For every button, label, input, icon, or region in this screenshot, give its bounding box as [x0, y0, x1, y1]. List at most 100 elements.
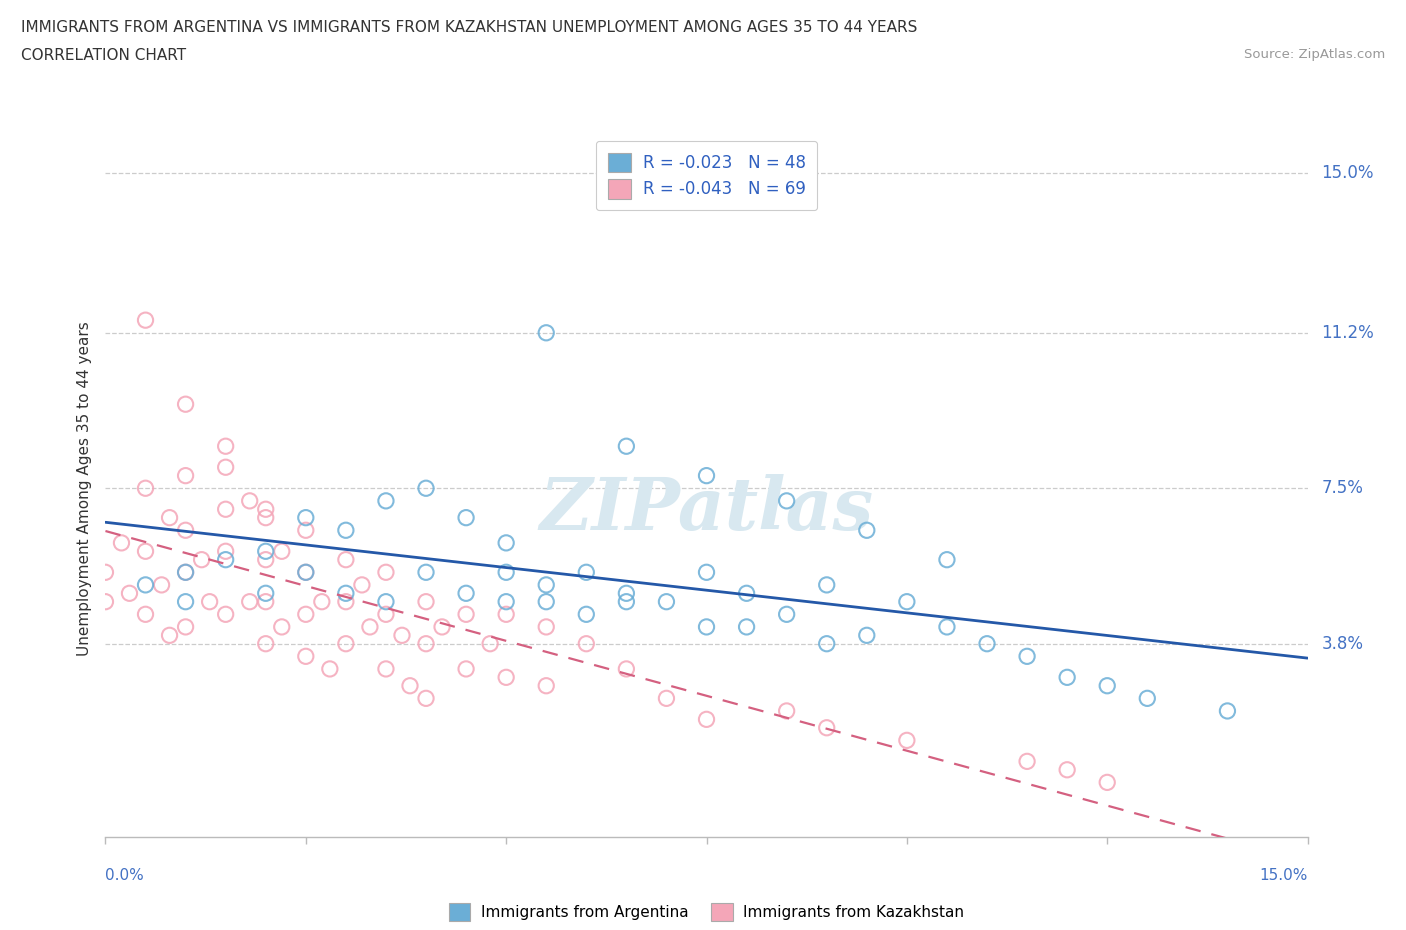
- Legend: Immigrants from Argentina, Immigrants from Kazakhstan: Immigrants from Argentina, Immigrants fr…: [443, 897, 970, 927]
- Point: [815, 721, 838, 736]
- Point: [534, 619, 557, 634]
- Point: [214, 459, 236, 474]
- Point: [198, 594, 221, 609]
- Point: [415, 636, 437, 651]
- Y-axis label: Unemployment Among Ages 35 to 44 years: Unemployment Among Ages 35 to 44 years: [77, 321, 93, 656]
- Point: [415, 565, 437, 579]
- Point: [575, 636, 598, 651]
- Point: [534, 594, 557, 609]
- Point: [430, 619, 453, 634]
- Point: [239, 494, 262, 509]
- Point: [374, 565, 398, 579]
- Text: 3.8%: 3.8%: [1322, 634, 1364, 653]
- Point: [454, 586, 477, 601]
- Point: [696, 619, 718, 634]
- Point: [135, 481, 157, 496]
- Point: [616, 661, 638, 676]
- Point: [295, 649, 318, 664]
- Point: [254, 586, 277, 601]
- Point: [270, 544, 292, 559]
- Point: [135, 544, 157, 559]
- Point: [319, 661, 342, 676]
- Point: [190, 552, 212, 567]
- Point: [776, 607, 799, 622]
- Point: [254, 511, 277, 525]
- Point: [454, 661, 477, 676]
- Point: [159, 628, 181, 643]
- Point: [254, 594, 277, 609]
- Point: [295, 607, 318, 622]
- Point: [1017, 649, 1039, 664]
- Point: [696, 711, 718, 726]
- Text: CORRELATION CHART: CORRELATION CHART: [21, 48, 186, 63]
- Point: [335, 594, 357, 609]
- Point: [1136, 691, 1159, 706]
- Point: [295, 565, 318, 579]
- Point: [534, 326, 557, 340]
- Point: [855, 523, 877, 538]
- Point: [655, 594, 678, 609]
- Point: [1056, 670, 1078, 684]
- Point: [534, 678, 557, 693]
- Point: [616, 594, 638, 609]
- Point: [454, 511, 477, 525]
- Point: [311, 594, 333, 609]
- Point: [174, 594, 197, 609]
- Point: [1097, 678, 1119, 693]
- Point: [976, 636, 998, 651]
- Point: [896, 733, 918, 748]
- Point: [159, 511, 181, 525]
- Point: [495, 607, 517, 622]
- Point: [254, 636, 277, 651]
- Text: ZIPatlas: ZIPatlas: [540, 473, 873, 545]
- Point: [776, 703, 799, 718]
- Point: [735, 619, 758, 634]
- Point: [94, 594, 117, 609]
- Point: [374, 594, 398, 609]
- Point: [135, 578, 157, 592]
- Text: Source: ZipAtlas.com: Source: ZipAtlas.com: [1244, 48, 1385, 61]
- Point: [118, 586, 141, 601]
- Point: [254, 544, 277, 559]
- Point: [1017, 754, 1039, 769]
- Point: [174, 397, 197, 412]
- Point: [174, 619, 197, 634]
- Point: [415, 594, 437, 609]
- Point: [454, 607, 477, 622]
- Point: [735, 586, 758, 601]
- Point: [174, 523, 197, 538]
- Point: [374, 661, 398, 676]
- Text: 7.5%: 7.5%: [1322, 479, 1364, 498]
- Point: [495, 565, 517, 579]
- Point: [335, 636, 357, 651]
- Text: 15.0%: 15.0%: [1322, 164, 1374, 182]
- Point: [616, 439, 638, 454]
- Point: [335, 586, 357, 601]
- Text: IMMIGRANTS FROM ARGENTINA VS IMMIGRANTS FROM KAZAKHSTAN UNEMPLOYMENT AMONG AGES : IMMIGRANTS FROM ARGENTINA VS IMMIGRANTS …: [21, 20, 918, 35]
- Point: [254, 552, 277, 567]
- Point: [174, 565, 197, 579]
- Point: [1056, 763, 1078, 777]
- Point: [815, 636, 838, 651]
- Point: [335, 523, 357, 538]
- Text: 0.0%: 0.0%: [105, 868, 145, 883]
- Text: 15.0%: 15.0%: [1260, 868, 1308, 883]
- Point: [359, 619, 381, 634]
- Point: [214, 544, 236, 559]
- Point: [214, 502, 236, 517]
- Point: [936, 552, 959, 567]
- Text: 11.2%: 11.2%: [1322, 324, 1374, 342]
- Point: [896, 594, 918, 609]
- Point: [495, 594, 517, 609]
- Point: [110, 536, 132, 551]
- Point: [815, 578, 838, 592]
- Point: [214, 607, 236, 622]
- Point: [495, 670, 517, 684]
- Point: [150, 578, 173, 592]
- Point: [335, 552, 357, 567]
- Point: [174, 565, 197, 579]
- Point: [295, 523, 318, 538]
- Point: [855, 628, 877, 643]
- Point: [696, 468, 718, 483]
- Point: [415, 481, 437, 496]
